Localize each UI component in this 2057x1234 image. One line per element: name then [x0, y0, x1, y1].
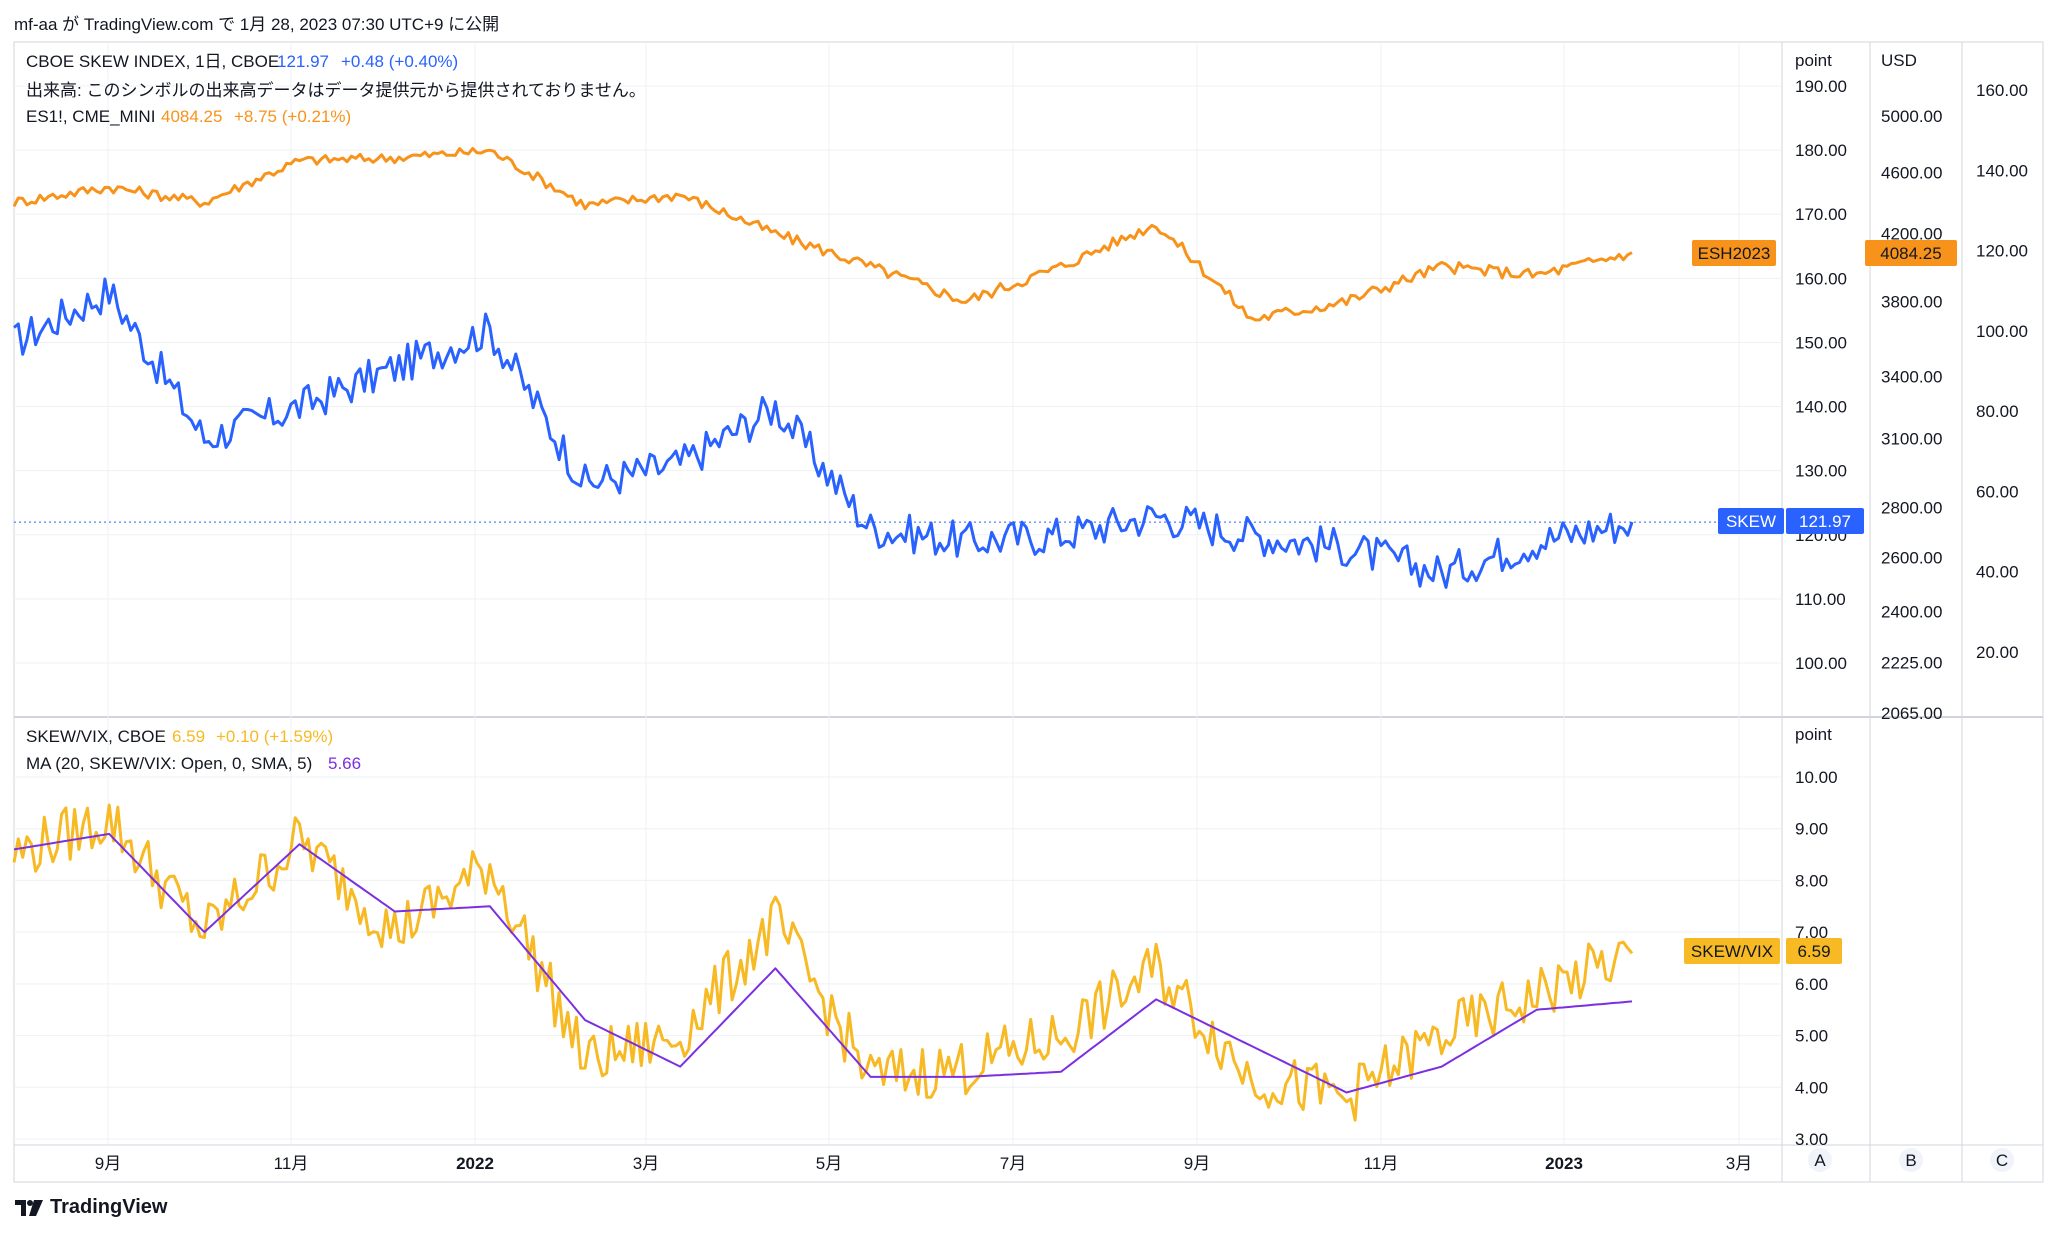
time-label-8: 2023 — [1545, 1154, 1583, 1173]
time-label-2: 2022 — [456, 1154, 494, 1173]
top-point-tick-6: 130.00 — [1795, 462, 1847, 481]
bottom-tick-0: 10.00 — [1795, 768, 1838, 787]
time-label-3: 3月 — [633, 1154, 659, 1173]
time-label-5: 7月 — [1000, 1154, 1026, 1173]
skew-tag-name: SKEW — [1726, 512, 1776, 531]
bottom-tick-7: 3.00 — [1795, 1130, 1828, 1149]
top-point-tick-4: 150.00 — [1795, 333, 1847, 352]
bottom-tick-6: 4.00 — [1795, 1078, 1828, 1097]
footer-brand-text: TradingView — [50, 1196, 168, 1218]
bottom-tick-2: 8.00 — [1795, 871, 1828, 890]
time-label-6: 9月 — [1184, 1154, 1210, 1173]
ratio-tag-value: 6.59 — [1797, 942, 1830, 961]
legend-ratio-name: SKEW/VIX, CBOE — [26, 727, 166, 746]
time-label-4: 5月 — [816, 1154, 842, 1173]
skew-tag-value: 121.97 — [1799, 512, 1851, 531]
scale-button-b[interactable]: B — [1899, 1148, 1923, 1172]
pane-frames — [13, 41, 2044, 1183]
c-tick-4: 80.00 — [1976, 402, 2019, 421]
es-price-tag: ESH2023 4084.25 — [1692, 240, 1957, 266]
c-tick-6: 40.00 — [1976, 563, 2019, 582]
usd-tick-0: 5000.00 — [1881, 107, 1942, 126]
usd-tick-7: 2600.00 — [1881, 548, 1942, 567]
grid-lines — [14, 42, 1782, 1145]
legend-ma-name: MA (20, SKEW/VIX: Open, 0, SMA, 5) — [26, 754, 312, 773]
top-point-tick-9: 100.00 — [1795, 654, 1847, 673]
c-tick-0: 160.00 — [1976, 81, 2028, 100]
legend-ratio-change: +0.10 (+1.59%) — [216, 727, 333, 746]
series-skew-line — [13, 277, 1634, 589]
bottom-point-axis[interactable]: 10.00 9.00 8.00 7.00 6.00 5.00 4.00 3.00 — [1795, 768, 1838, 1149]
time-axis[interactable]: 9月 11月 2022 3月 5月 7月 9月 11月 2023 3月 — [95, 1154, 1752, 1173]
tradingview-logo-icon — [15, 1199, 43, 1216]
ratio-price-tag: SKEW/VIX 6.59 — [1684, 938, 1842, 964]
legend-skew-value: 121.97 — [277, 52, 329, 71]
scale-button-c-label: C — [1996, 1151, 2008, 1170]
usd-tick-3: 3800.00 — [1881, 292, 1942, 311]
bottom-tick-3: 7.00 — [1795, 923, 1828, 942]
series-ratio-line — [12, 803, 1634, 1122]
bottom-tick-5: 5.00 — [1795, 1027, 1828, 1046]
top-point-tick-2: 170.00 — [1795, 205, 1847, 224]
top-point-tick-5: 140.00 — [1795, 398, 1847, 417]
series-es-line — [12, 147, 1633, 322]
top-point-tick-0: 190.00 — [1795, 77, 1847, 96]
legend-es-change: +8.75 (+0.21%) — [234, 107, 351, 126]
scale-button-c[interactable]: C — [1990, 1148, 2014, 1172]
top-point-tick-8: 110.00 — [1795, 590, 1846, 609]
bottom-tick-4: 6.00 — [1795, 975, 1828, 994]
series-layer — [12, 147, 1634, 1122]
es-tag-value: 4084.25 — [1880, 244, 1941, 263]
series-ma-line — [13, 832, 1633, 1094]
c-tick-7: 20.00 — [1976, 643, 2019, 662]
bottom-legend: SKEW/VIX, CBOE 6.59 +0.10 (+1.59%) MA (2… — [26, 727, 361, 773]
c-tick-3: 100.00 — [1976, 322, 2028, 341]
scale-button-a-label: A — [1814, 1151, 1826, 1170]
c-tick-5: 60.00 — [1976, 482, 2019, 501]
legend-volume-note: 出来高: このシンボルの出来高データはデータ提供元から提供されておりません。 — [26, 80, 646, 100]
time-label-7: 11月 — [1364, 1154, 1399, 1173]
publish-info: mf-aa が TradingView.com で 1月 28, 2023 07… — [14, 15, 500, 34]
legend-es-value: 4084.25 — [161, 107, 222, 126]
usd-tick-4: 3400.00 — [1881, 367, 1942, 386]
usd-tick-9: 2225.00 — [1881, 654, 1942, 673]
skew-price-tag: SKEW 121.97 — [1718, 508, 1864, 534]
time-label-9: 3月 — [1726, 1154, 1752, 1173]
footer-brand[interactable]: TradingView — [14, 1196, 167, 1219]
bottom-tick-1: 9.00 — [1795, 820, 1828, 839]
usd-tick-8: 2400.00 — [1881, 603, 1942, 622]
ratio-tag-name: SKEW/VIX — [1691, 942, 1773, 961]
usd-tick-5: 3100.00 — [1881, 430, 1942, 449]
top-legend: CBOE SKEW INDEX, 1日, CBOE 121.97 +0.48 (… — [26, 52, 646, 126]
legend-skew-name: CBOE SKEW INDEX, 1日, CBOE — [26, 52, 279, 71]
es-tag-name: ESH2023 — [1698, 244, 1771, 263]
legend-ma-value: 5.66 — [328, 754, 361, 773]
usd-tick-10: 2065.00 — [1881, 704, 1942, 723]
usd-axis[interactable]: 5000.00 4600.00 4200.00 3800.00 3400.00 3100.… — [1881, 107, 1942, 723]
top-point-tick-3: 160.00 — [1795, 269, 1847, 288]
scale-button-a[interactable]: A — [1808, 1148, 1832, 1172]
c-tick-2: 120.00 — [1976, 242, 2028, 261]
top-point-tick-1: 180.00 — [1795, 141, 1847, 160]
usd-tick-1: 4600.00 — [1881, 163, 1942, 182]
usd-axis-header: USD — [1881, 51, 1917, 70]
scale-button-b-label: B — [1905, 1151, 1916, 1170]
usd-tick-6: 2800.00 — [1881, 498, 1942, 517]
legend-ratio-value: 6.59 — [172, 727, 205, 746]
bottom-point-axis-header: point — [1795, 725, 1832, 744]
usd-tick-2: 4200.00 — [1881, 225, 1942, 244]
legend-es-name: ES1!, CME_MINI — [26, 107, 155, 126]
time-label-0: 9月 — [95, 1154, 121, 1173]
top-point-axis-header: point — [1795, 51, 1832, 70]
c-tick-1: 140.00 — [1976, 161, 2028, 180]
top-point-axis[interactable]: 190.00 180.00 170.00 160.00 150.00 140.00 130.… — [1795, 77, 1847, 673]
legend-skew-change: +0.48 (+0.40%) — [341, 52, 458, 71]
time-label-1: 11月 — [274, 1154, 309, 1173]
c-axis[interactable]: 160.00 140.00 120.00 100.00 80.00 60.00 40.00 2… — [1976, 81, 2028, 662]
